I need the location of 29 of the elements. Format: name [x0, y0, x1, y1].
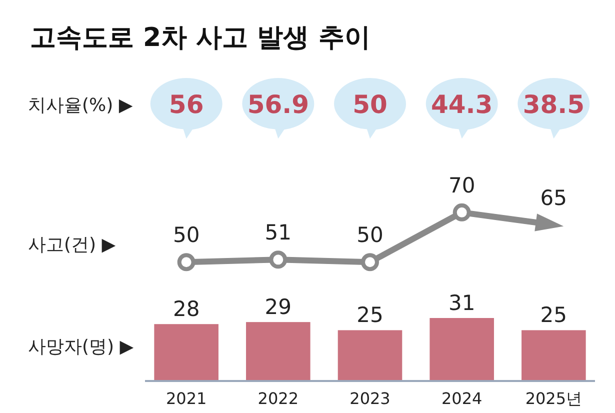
y-axis-title: 사망자(명) ▶: [28, 336, 134, 358]
data-label: 70: [448, 173, 476, 198]
bar: [430, 318, 494, 381]
text: 치사율(%) ▶: [28, 95, 133, 116]
data-label: 51: [264, 220, 292, 245]
data-label: 56: [168, 90, 204, 119]
data-label: 50: [352, 90, 388, 119]
y-axis-title: 사고(건) ▶: [28, 234, 116, 256]
data-label: 29: [264, 295, 292, 320]
data-label: 44.3: [430, 90, 493, 119]
x-tick-label: 2022: [258, 389, 299, 408]
data-label: 25: [356, 303, 384, 328]
data-label: 28: [172, 297, 200, 322]
data-label: 31: [448, 291, 476, 315]
data-label: 50: [172, 223, 200, 248]
bar: [246, 322, 310, 381]
bar: [522, 330, 586, 381]
data-label: 56.9: [247, 90, 310, 119]
x-tick-label: 2021: [166, 389, 207, 408]
x-tick-label: 2024: [441, 389, 482, 408]
data-label: 38.5: [522, 90, 585, 119]
x-tick-label: 2023: [350, 389, 390, 408]
bar: [154, 324, 218, 381]
data-label: 50: [356, 223, 384, 248]
data-label: 65: [540, 186, 568, 210]
bar: [338, 330, 402, 381]
x-tick-label: 2025년: [525, 389, 582, 408]
text: 고속도로 2차 사고 발생 추이: [30, 23, 370, 53]
data-label: 25: [540, 303, 568, 328]
